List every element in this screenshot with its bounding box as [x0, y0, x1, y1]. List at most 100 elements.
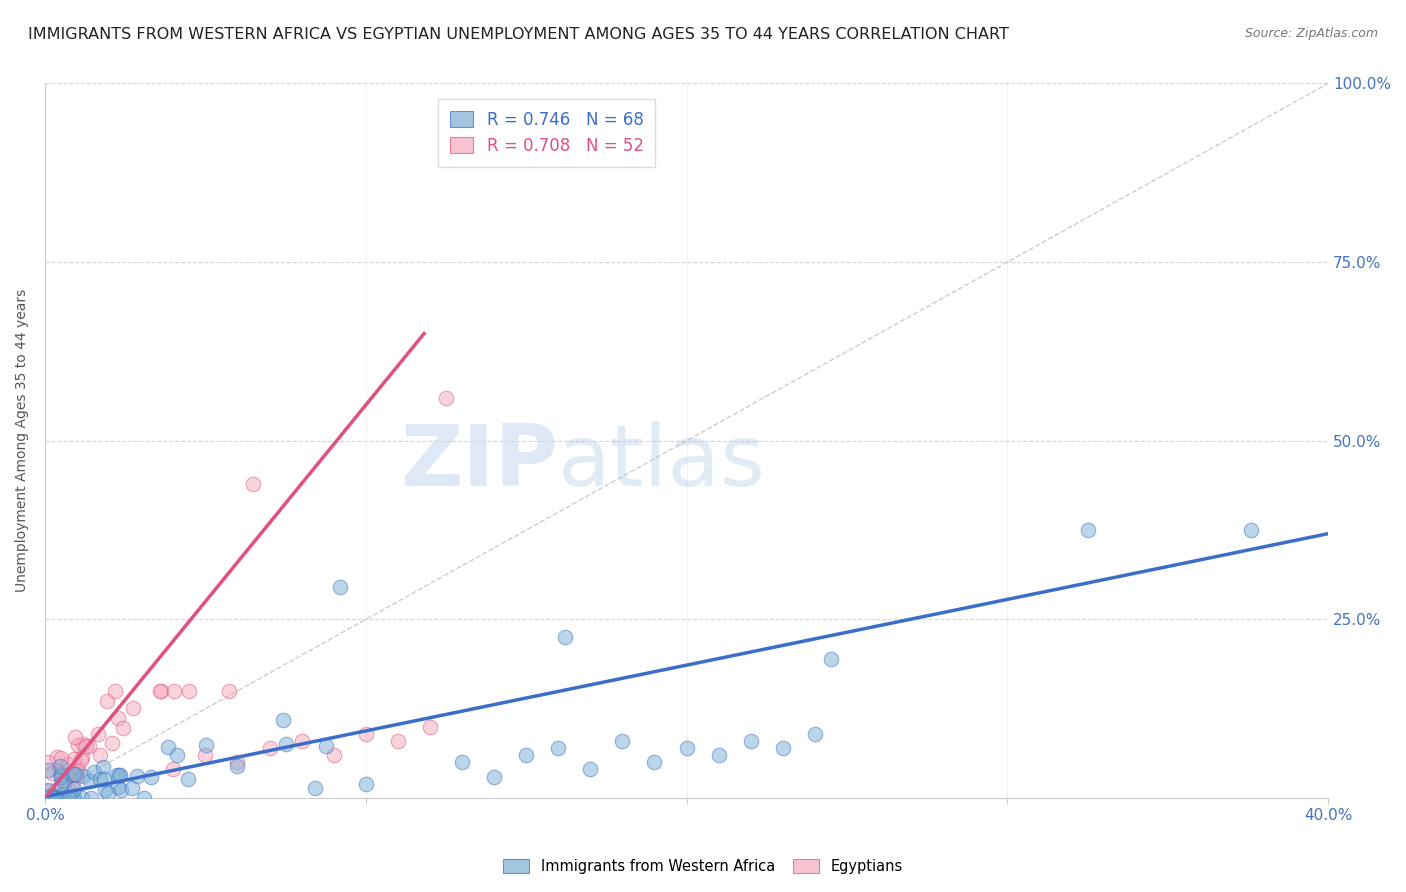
Point [37, 783, 59, 797]
Point [547, 741, 569, 756]
Point [38, 791, 60, 805]
Point [72, 769, 94, 783]
Point [162, 763, 184, 777]
Point [66, 764, 89, 778]
Point [62, 766, 84, 780]
Text: Source: ZipAtlas.com: Source: ZipAtlas.com [1244, 27, 1378, 40]
Point [96, 694, 118, 708]
Point [52, 772, 75, 787]
Point [80, 791, 103, 805]
Point [58, 791, 80, 805]
Point [108, 768, 131, 782]
Point [93, 783, 115, 797]
Point [93, 772, 115, 786]
Point [89, 748, 111, 763]
Point [157, 740, 180, 755]
Point [112, 721, 135, 735]
Point [107, 768, 129, 782]
Point [329, 580, 352, 594]
Point [177, 772, 200, 787]
Point [579, 763, 602, 777]
Point [110, 782, 132, 797]
Text: atlas: atlas [558, 421, 766, 504]
Point [707, 748, 730, 763]
Point [149, 684, 172, 698]
Point [740, 734, 762, 748]
Point [49, 768, 72, 782]
Point [121, 780, 143, 795]
Point [39, 789, 62, 804]
Point [291, 734, 314, 748]
Point [387, 734, 409, 748]
Point [276, 737, 298, 751]
Point [38, 791, 60, 805]
Point [482, 770, 505, 784]
Point [37, 755, 59, 769]
Point [38, 789, 60, 804]
Point [1077, 523, 1099, 537]
Point [42, 791, 65, 805]
Point [149, 684, 172, 698]
Point [97, 786, 120, 800]
Point [91, 760, 114, 774]
Point [163, 684, 186, 698]
Point [51, 767, 73, 781]
Point [554, 630, 576, 644]
Point [89, 772, 111, 786]
Point [41, 765, 63, 780]
Point [67, 738, 90, 752]
Point [79, 774, 101, 789]
Point [804, 727, 827, 741]
Point [121, 700, 143, 714]
Point [49, 764, 72, 779]
Point [56, 768, 79, 782]
Point [322, 748, 344, 763]
Point [100, 737, 122, 751]
Point [69, 753, 91, 767]
Point [139, 770, 162, 784]
Point [107, 711, 129, 725]
Point [46, 791, 69, 805]
Point [77, 739, 100, 753]
Point [38, 791, 60, 805]
Point [56, 780, 79, 795]
Point [226, 759, 249, 773]
Point [51, 770, 73, 784]
Point [62, 791, 84, 805]
Point [49, 751, 72, 765]
Point [37, 763, 59, 777]
Point [675, 741, 697, 756]
Point [127, 769, 149, 783]
Point [451, 756, 474, 770]
Text: ZIP: ZIP [401, 421, 558, 504]
Point [63, 791, 86, 805]
Point [53, 774, 76, 789]
Point [87, 727, 110, 741]
Point [63, 752, 86, 766]
Point [612, 734, 634, 748]
Point [304, 780, 326, 795]
Point [179, 684, 201, 698]
Point [51, 777, 73, 791]
Point [105, 768, 128, 782]
Point [643, 756, 665, 770]
Point [1240, 523, 1263, 537]
Point [820, 651, 842, 665]
Point [772, 741, 794, 756]
Text: IMMIGRANTS FROM WESTERN AFRICA VS EGYPTIAN UNEMPLOYMENT AMONG AGES 35 TO 44 YEAR: IMMIGRANTS FROM WESTERN AFRICA VS EGYPTI… [28, 27, 1010, 42]
Point [44, 791, 66, 805]
Point [67, 761, 90, 775]
Legend: Immigrants from Western Africa, Egyptians: Immigrants from Western Africa, Egyptian… [498, 854, 908, 880]
Point [37, 783, 59, 797]
Point [315, 739, 337, 753]
Point [354, 727, 377, 741]
Point [195, 738, 218, 752]
Point [63, 782, 86, 797]
Point [194, 748, 217, 763]
Point [45, 749, 67, 764]
Point [104, 684, 127, 698]
Point [166, 747, 188, 762]
Legend: R = 0.746   N = 68, R = 0.708   N = 52: R = 0.746 N = 68, R = 0.708 N = 52 [439, 99, 655, 167]
Point [49, 759, 72, 773]
Point [72, 737, 94, 751]
